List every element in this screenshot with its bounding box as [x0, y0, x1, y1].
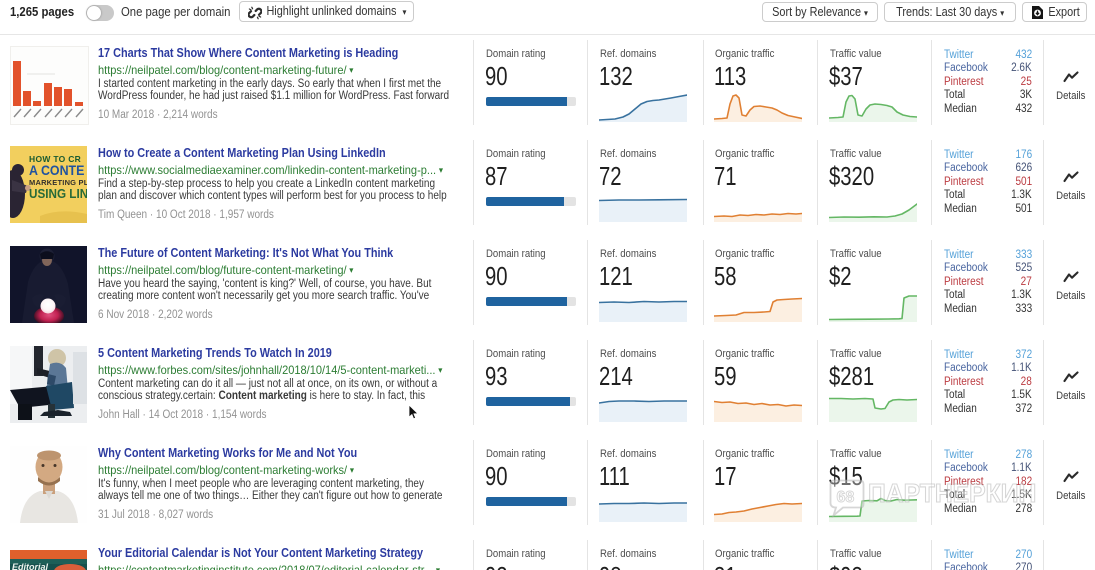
svg-text:68: 68	[837, 489, 855, 506]
